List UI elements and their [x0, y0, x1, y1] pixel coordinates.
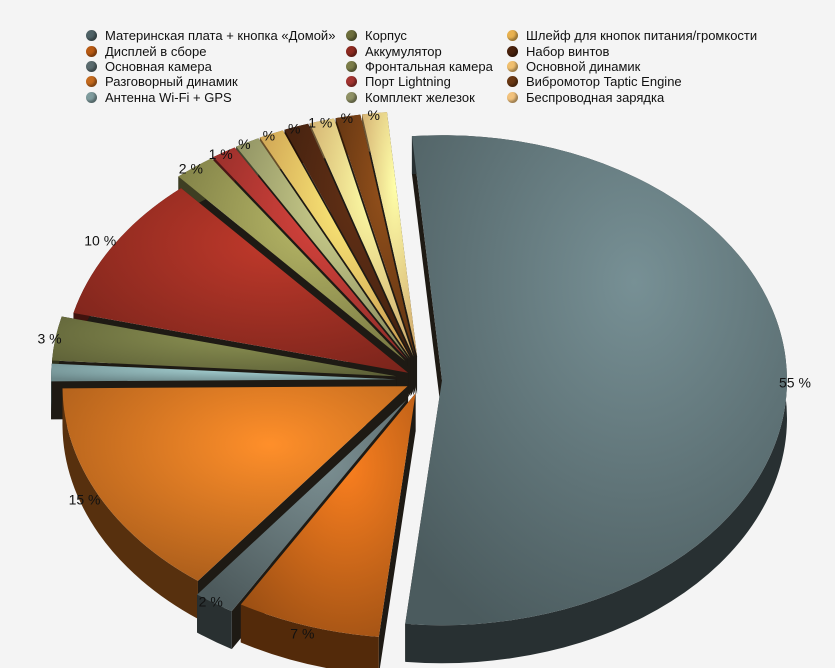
slice-top: [309, 118, 414, 357]
legend-swatch: [346, 45, 357, 57]
slice-label: 1 %: [209, 146, 233, 162]
slice-label: %: [288, 120, 300, 136]
legend-label: Вибромотор Taptic Engine: [526, 73, 682, 89]
legend-item: Разговорный динамик: [86, 73, 238, 89]
legend-swatch: [346, 60, 357, 72]
legend-swatch: [86, 29, 97, 41]
slice-label: 7 %: [290, 626, 314, 642]
legend-swatch: [86, 45, 97, 57]
slice-label: 2 %: [199, 594, 223, 610]
legend-item: Материнская плата + кнопка «Домой»: [86, 27, 335, 43]
legend-swatch: [507, 45, 518, 57]
slice-top: [405, 135, 787, 626]
slice-top: [236, 138, 409, 359]
slice-label: %: [238, 136, 250, 152]
slice-top: [51, 363, 397, 382]
legend-swatch: [86, 91, 97, 103]
legend-item: Основная камера: [86, 58, 212, 74]
slice-top: [197, 399, 407, 612]
legend-item: Порт Lightning: [346, 73, 451, 89]
slice-label: 2 %: [179, 161, 203, 177]
slice-label: 55 %: [779, 375, 811, 391]
legend-swatch: [346, 75, 357, 87]
legend-item: Корпус: [346, 27, 407, 43]
slice-top: [362, 112, 418, 357]
slice-label: 15 %: [69, 491, 101, 507]
slice-label: %: [263, 128, 275, 144]
legend-label: Порт Lightning: [365, 73, 451, 89]
slice-label: %: [368, 107, 380, 123]
legend-swatch: [86, 60, 97, 72]
legend-label: Основной динамик: [526, 58, 641, 74]
slice-rim: [240, 604, 379, 668]
legend-item: Набор винтов: [507, 43, 609, 59]
legend-swatch: [346, 91, 357, 103]
slice-label: 1 %: [308, 115, 332, 131]
legend-item: Дисплей в сборе: [86, 43, 206, 59]
legend-label: Шлейф для кнопок питания/громкости: [526, 27, 758, 43]
slice-label: 3 %: [37, 331, 61, 347]
slice-top: [213, 147, 408, 360]
slice-top: [52, 316, 397, 377]
slice-top: [284, 123, 412, 358]
slice-top: [259, 130, 411, 359]
slice-top: [73, 188, 409, 373]
legend-label: Аккумулятор: [365, 43, 442, 59]
legend-label: Набор винтов: [526, 43, 610, 59]
legend-swatch: [507, 91, 518, 103]
pie-slice: [405, 135, 787, 664]
legend-swatch: [346, 29, 357, 41]
legend-item: Беспроводная зарядка: [507, 89, 664, 105]
legend-item: Вибромотор Taptic Engine: [507, 73, 682, 89]
legend-swatch: [86, 75, 97, 87]
legend-label: Фронтальная камера: [365, 58, 493, 74]
legend-label: Корпус: [365, 27, 407, 43]
slice-label: %: [341, 110, 353, 126]
slice-rim: [197, 594, 232, 650]
legend-label: Беспроводная зарядка: [526, 89, 665, 105]
legend-item: Комплект железок: [346, 89, 475, 105]
legend-swatch: [507, 60, 518, 72]
pie-slice: [240, 393, 416, 668]
legend-label: Разговорный динамик: [105, 73, 238, 89]
legend-label: Материнская плата + кнопка «Домой»: [105, 27, 336, 43]
chart-legend: Материнская плата + кнопка «Домой» Корпус…: [0, 0, 835, 110]
legend-item: Шлейф для кнопок питания/громкости: [507, 27, 757, 43]
slice-top: [240, 393, 416, 637]
legend-label: Комплект железок: [365, 89, 475, 105]
legend-item: Аккумулятор: [346, 43, 442, 59]
legend-label: Основная камера: [105, 58, 212, 74]
legend-label: Дисплей в сборе: [105, 43, 207, 59]
legend-swatch: [507, 29, 518, 41]
legend-item: Фронтальная камера: [346, 58, 493, 74]
legend-label: Антенна Wi-Fi + GPS: [105, 89, 232, 105]
slice-top: [335, 114, 416, 357]
slice-rim: [62, 388, 198, 619]
slice-side: [411, 136, 442, 419]
slice-label: 10 %: [84, 233, 116, 249]
legend-swatch: [507, 75, 518, 87]
slice-side: [378, 393, 416, 668]
slice-top: [62, 386, 408, 581]
legend-item: Основной динамик: [507, 58, 640, 74]
legend-item: Антенна Wi-Fi + GPS: [86, 89, 232, 105]
slice-top: [178, 158, 406, 362]
